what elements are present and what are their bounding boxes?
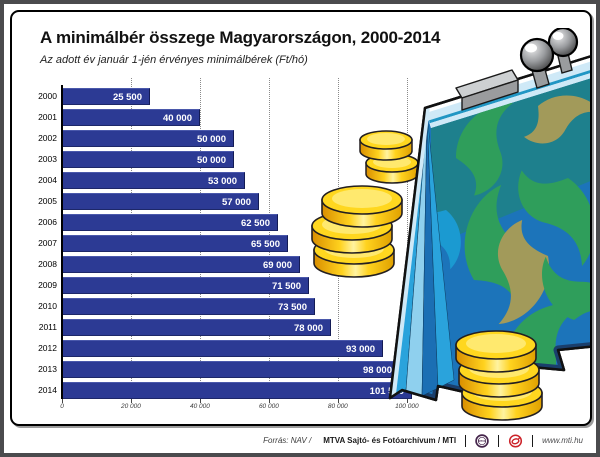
coin-stack-upper	[359, 130, 419, 184]
year-label: 2010	[38, 301, 57, 311]
divider	[465, 434, 467, 447]
bar-2005: 57 000	[62, 193, 259, 210]
bar-2007: 65 500	[62, 235, 288, 252]
year-label: 2011	[38, 322, 57, 332]
source-label: Forrás: NAV /	[263, 436, 312, 445]
mti-logo-icon	[509, 433, 523, 448]
bar-2010: 73 500	[62, 298, 315, 315]
year-label: 2007	[38, 238, 57, 248]
divider	[532, 434, 534, 447]
axis-tick	[406, 399, 408, 403]
axis-tick	[199, 399, 201, 403]
bar-2006: 62 500	[62, 214, 278, 231]
bar-2011: 78 000	[62, 319, 331, 336]
year-label: 2008	[38, 259, 57, 269]
bar-chart: 0 20 000 40 000 60 000 80 000 100 000 2000 25 5…	[12, 12, 590, 424]
gridline	[406, 78, 408, 399]
year-label: 2001	[38, 112, 57, 122]
svg-text:MTVA: MTVA	[479, 439, 486, 443]
year-label: 2014	[38, 385, 57, 395]
year-label: 2005	[38, 196, 57, 206]
x-tick-label: 60 000	[258, 403, 279, 410]
bar-2001: 40 000	[62, 109, 200, 126]
year-label: 2012	[38, 343, 57, 353]
bar-2004: 53 000	[62, 172, 245, 189]
axis-tick	[62, 399, 63, 403]
coin-stack-middle	[311, 185, 403, 278]
axis-tick	[130, 399, 132, 403]
clasp-balls-icon	[519, 28, 579, 89]
x-tick-label: 100 000	[395, 403, 419, 410]
year-label: 2002	[38, 133, 57, 143]
purse-clip	[455, 69, 519, 111]
page-subtitle: Az adott év január 1-jén érvényes minimá…	[40, 54, 308, 66]
axis-tick	[337, 399, 339, 403]
year-label: 2000	[38, 91, 57, 101]
axis-tick	[268, 399, 270, 403]
year-label: 2006	[38, 217, 57, 227]
x-tick-label: 20 000	[121, 403, 141, 410]
x-tick-label: 0	[60, 403, 64, 410]
y-axis-line	[61, 85, 63, 399]
purse-and-coins-illustration	[311, 28, 590, 421]
bar-2008: 69 000	[62, 256, 300, 273]
page-title: A minimálbér összege Magyarországon, 200…	[40, 28, 441, 47]
source-footer: Forrás: NAV / MTVA Sajtó- és Fotóarchívum…	[10, 428, 590, 453]
x-tick-label: 40 000	[189, 403, 210, 410]
bar-2002: 50 000	[62, 130, 234, 147]
coin-stack-lower	[455, 330, 543, 421]
bar-2009: 71 500	[62, 277, 309, 294]
website-link[interactable]: www.mti.hu	[542, 436, 583, 445]
chart-panel: A minimálbér összege Magyarországon, 200…	[10, 10, 592, 426]
source-credit: MTVA Sajtó- és Fotóarchívum / MTI	[323, 436, 457, 445]
bar-2012: 93 000	[62, 340, 383, 357]
bar-2000: 25 500	[62, 88, 150, 105]
x-tick-label: 80 000	[327, 403, 348, 410]
year-label: 2009	[38, 280, 57, 290]
divider	[498, 434, 500, 447]
bar-2003: 50 000	[62, 151, 234, 168]
infographic-page: A minimálbér összege Magyarországon, 200…	[4, 4, 596, 453]
coin-purse	[388, 28, 590, 402]
year-label: 2003	[38, 154, 57, 164]
mtva-logo-icon: MTVA	[475, 433, 489, 448]
year-label: 2004	[38, 175, 57, 185]
year-label: 2013	[38, 364, 57, 374]
